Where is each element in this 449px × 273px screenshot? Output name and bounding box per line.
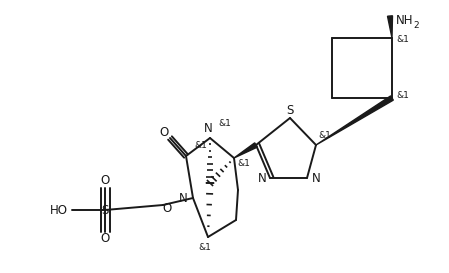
Text: &1: &1 — [194, 141, 207, 150]
Text: &1: &1 — [198, 244, 211, 253]
Text: O: O — [101, 174, 110, 188]
Text: O: O — [101, 233, 110, 245]
Polygon shape — [316, 96, 393, 145]
Text: N: N — [312, 173, 321, 185]
Text: &1: &1 — [396, 35, 409, 44]
Text: &1: &1 — [318, 130, 331, 140]
Text: N: N — [204, 123, 212, 135]
Text: HO: HO — [50, 203, 68, 216]
Text: S: S — [101, 203, 109, 216]
Text: &1: &1 — [237, 159, 250, 168]
Text: &1: &1 — [218, 118, 231, 127]
Text: NH: NH — [396, 13, 414, 26]
Text: O: O — [159, 126, 169, 140]
Text: S: S — [286, 105, 294, 117]
Polygon shape — [387, 16, 392, 38]
Text: N: N — [258, 173, 266, 185]
Text: 2: 2 — [413, 20, 418, 29]
Polygon shape — [234, 143, 257, 158]
Text: N: N — [179, 191, 187, 204]
Text: &1: &1 — [396, 91, 409, 100]
Text: O: O — [163, 203, 172, 215]
